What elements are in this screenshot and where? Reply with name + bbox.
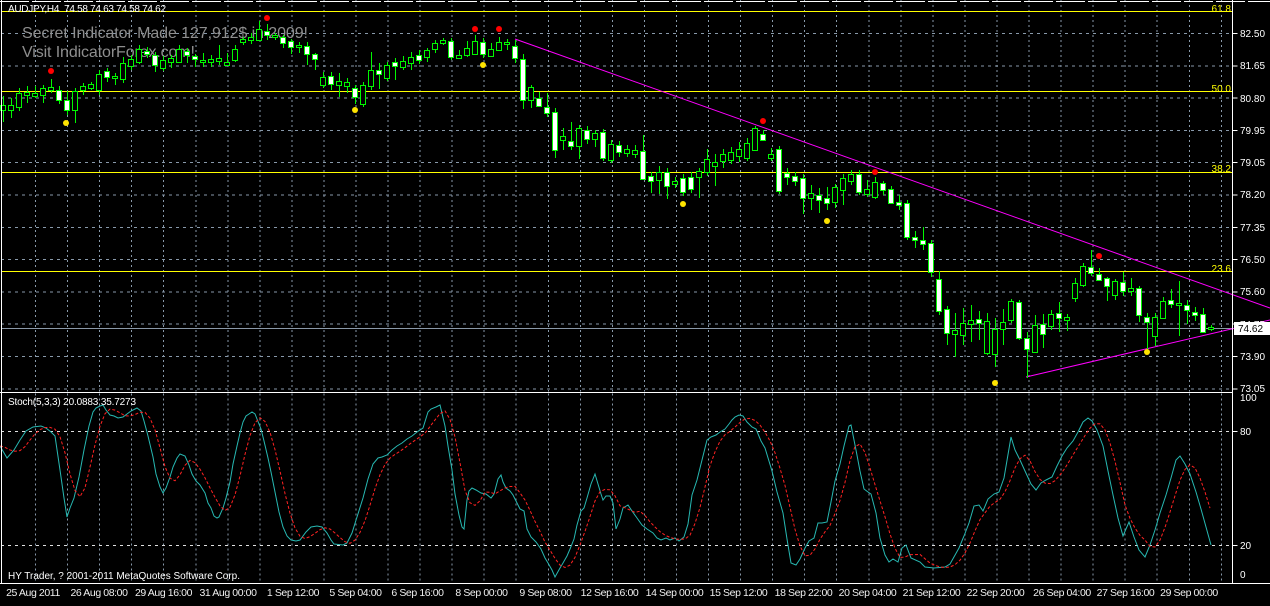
svg-text:100: 100 xyxy=(1240,393,1257,404)
svg-text:29 Sep 00:00: 29 Sep 00:00 xyxy=(1160,587,1218,599)
svg-text:50.0: 50.0 xyxy=(1212,84,1232,95)
svg-text:25 Aug 2011: 25 Aug 2011 xyxy=(6,587,60,599)
svg-text:79.95: 79.95 xyxy=(1240,126,1265,137)
svg-text:15 Sep 12:00: 15 Sep 12:00 xyxy=(710,587,768,599)
svg-text:77.35: 77.35 xyxy=(1240,223,1265,234)
svg-text:73.05: 73.05 xyxy=(1240,384,1265,395)
svg-text:26 Aug 08:00: 26 Aug 08:00 xyxy=(70,587,128,599)
svg-text:80.80: 80.80 xyxy=(1240,94,1265,105)
svg-text:HY Trader, ? 2001-2011 MetaQuo: HY Trader, ? 2001-2011 MetaQuotes Softwa… xyxy=(8,571,240,582)
svg-text:80: 80 xyxy=(1240,427,1252,438)
svg-text:81.65: 81.65 xyxy=(1240,61,1265,72)
svg-text:0: 0 xyxy=(1240,570,1246,581)
svg-text:12 Sep 16:00: 12 Sep 16:00 xyxy=(581,587,639,599)
svg-text:73.90: 73.90 xyxy=(1240,352,1265,363)
svg-text:AUDJPY,H4 74.58 74.63 74.58 7: AUDJPY,H4 74.58 74.63 74.58 74.62 xyxy=(8,4,166,15)
svg-text:21 Sep 12:00: 21 Sep 12:00 xyxy=(903,587,961,599)
svg-text:23.6: 23.6 xyxy=(1212,264,1232,275)
svg-text:18 Sep 22:00: 18 Sep 22:00 xyxy=(775,587,833,599)
svg-text:29 Aug 16:00: 29 Aug 16:00 xyxy=(135,587,193,599)
svg-text:61.8: 61.8 xyxy=(1212,4,1232,15)
svg-text:22 Sep 20:00: 22 Sep 20:00 xyxy=(967,587,1025,599)
svg-text:38.2: 38.2 xyxy=(1212,164,1232,175)
svg-text:Visit IndicatorForex.com!: Visit IndicatorForex.com! xyxy=(22,44,195,61)
svg-text:31 Aug 00:00: 31 Aug 00:00 xyxy=(199,587,257,599)
svg-text:75.60: 75.60 xyxy=(1240,287,1265,298)
svg-text:1 Sep 12:00: 1 Sep 12:00 xyxy=(267,587,320,599)
svg-text:6 Sep 16:00: 6 Sep 16:00 xyxy=(391,587,444,599)
svg-text:79.05: 79.05 xyxy=(1240,158,1265,169)
svg-text:14 Sep 00:00: 14 Sep 00:00 xyxy=(646,587,704,599)
svg-text:8 Sep 00:00: 8 Sep 00:00 xyxy=(455,587,508,599)
svg-text:9 Sep 08:00: 9 Sep 08:00 xyxy=(519,587,572,599)
svg-text:78.20: 78.20 xyxy=(1240,190,1265,201)
svg-text:74.62: 74.62 xyxy=(1238,324,1263,335)
svg-text:26 Sep 04:00: 26 Sep 04:00 xyxy=(1033,587,1091,599)
svg-text:Secret Indicator Made 127,912$: Secret Indicator Made 127,912$ in 2009! xyxy=(22,25,308,42)
svg-text:20: 20 xyxy=(1240,541,1252,552)
svg-text:20 Sep 04:00: 20 Sep 04:00 xyxy=(839,587,897,599)
svg-text:5 Sep 04:00: 5 Sep 04:00 xyxy=(329,587,382,599)
svg-text:76.50: 76.50 xyxy=(1240,255,1265,266)
svg-text:Stoch(5,3,3) 20.0883 35.7273: Stoch(5,3,3) 20.0883 35.7273 xyxy=(8,397,136,408)
svg-text:27 Sep 16:00: 27 Sep 16:00 xyxy=(1097,587,1155,599)
svg-text:82.50: 82.50 xyxy=(1240,29,1265,40)
